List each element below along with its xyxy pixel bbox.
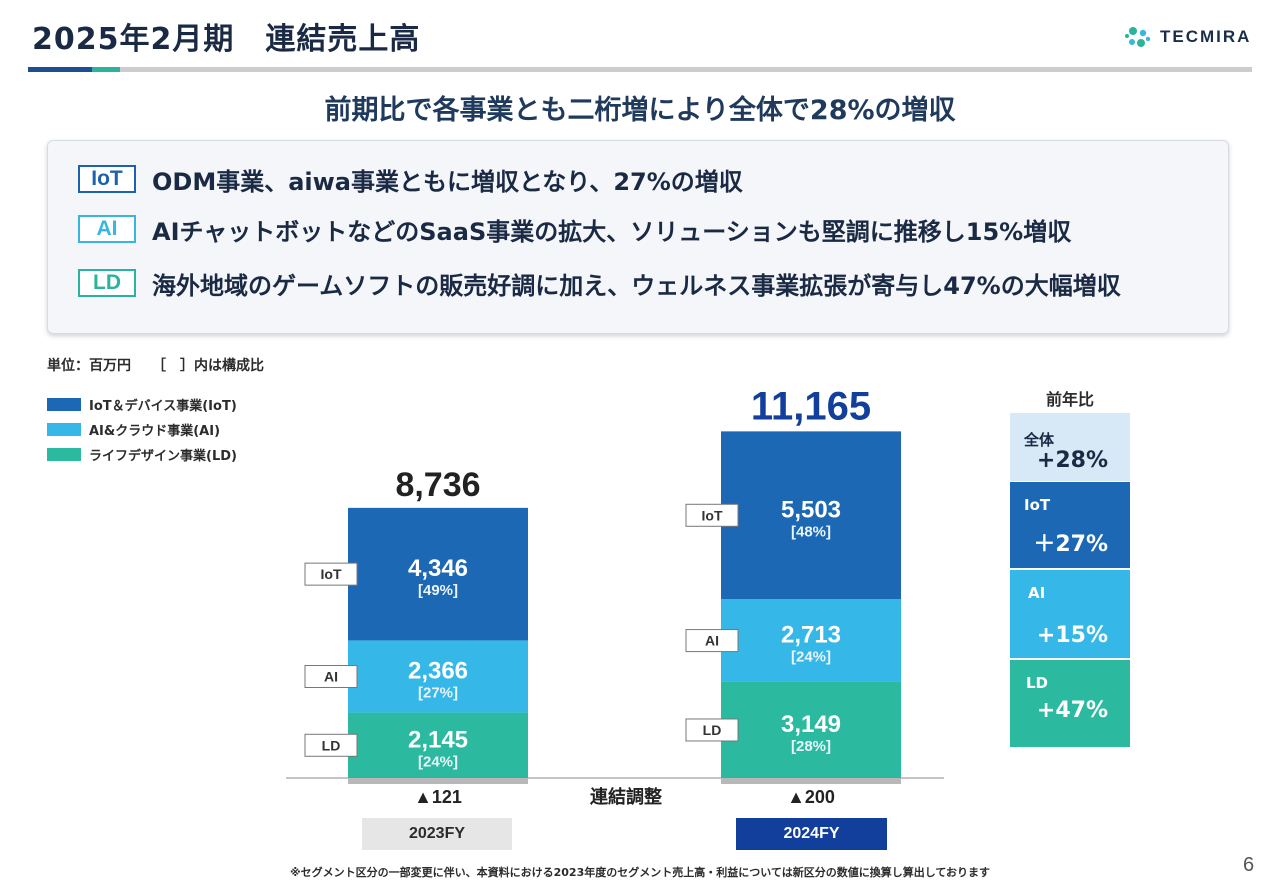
data-label-ld-2024FY: 3,149 bbox=[781, 711, 841, 738]
segment-tag-ld-2023FY: LD bbox=[322, 737, 341, 753]
data-label-ai-2024FY: 2,713 bbox=[781, 622, 841, 649]
yoy-box-ai: AI +15% bbox=[1010, 570, 1130, 658]
segment-tag-iot-2024FY: IoT bbox=[702, 507, 723, 523]
segment-tag-ai-2023FY: AI bbox=[324, 668, 338, 684]
data-label-ld-2023FY: 2,145 bbox=[408, 726, 468, 753]
total-label-2023FY: 8,736 bbox=[395, 466, 480, 504]
data-label-ai-2023FY: 2,366 bbox=[408, 657, 468, 684]
share-label-iot-2023FY: [49%] bbox=[418, 582, 458, 599]
yoy-value-iot: ＋27% bbox=[1033, 526, 1108, 558]
yoy-box-total: 全体 +28% bbox=[1010, 413, 1130, 481]
share-label-ai-2023FY: [27%] bbox=[418, 684, 458, 701]
share-label-ai-2024FY: [24%] bbox=[791, 649, 831, 666]
yoy-box-iot: IoT ＋27% bbox=[1010, 482, 1130, 568]
total-label-2024FY: 11,165 bbox=[751, 384, 871, 428]
page-number: 6 bbox=[1243, 854, 1254, 877]
share-label-iot-2024FY: [48%] bbox=[791, 523, 831, 540]
segment-tag-ai-2024FY: AI bbox=[705, 633, 719, 649]
data-label-iot-2023FY: 4,346 bbox=[408, 555, 468, 582]
yoy-label-ai: AI bbox=[1028, 584, 1045, 602]
yoy-value-total: +28% bbox=[1037, 448, 1108, 473]
adjustment-caption: 連結調整 bbox=[590, 786, 662, 807]
adjustment-strip-2024FY bbox=[721, 778, 901, 784]
adjustment-strip-2023FY bbox=[348, 778, 528, 784]
yoy-label-iot: IoT bbox=[1024, 496, 1050, 514]
yoy-box-ld: LD +47% bbox=[1010, 660, 1130, 747]
yoy-value-ai: +15% bbox=[1037, 623, 1108, 648]
segment-tag-iot-2023FY: IoT bbox=[321, 566, 342, 582]
yoy-value-ld: +47% bbox=[1037, 698, 1108, 723]
category-label-2023fy: 2023FY bbox=[362, 818, 512, 850]
yoy-label-ld: LD bbox=[1026, 674, 1048, 692]
adjustment-label-2024FY: ▲200 bbox=[787, 787, 835, 807]
adjustment-label-2023FY: ▲121 bbox=[414, 787, 462, 807]
footnote: ※セグメント区分の一部変更に伴い、本資料における2023年度のセグメント売上高・… bbox=[0, 864, 1280, 880]
share-label-ld-2024FY: [28%] bbox=[791, 738, 831, 755]
category-label-2024fy: 2024FY bbox=[736, 818, 887, 850]
segment-tag-ld-2024FY: LD bbox=[703, 722, 722, 738]
yoy-label-total: 全体 bbox=[1024, 429, 1054, 450]
data-label-iot-2024FY: 5,503 bbox=[781, 496, 841, 523]
share-label-ld-2023FY: [24%] bbox=[418, 753, 458, 770]
yoy-header: 前年比 bbox=[1010, 386, 1130, 410]
